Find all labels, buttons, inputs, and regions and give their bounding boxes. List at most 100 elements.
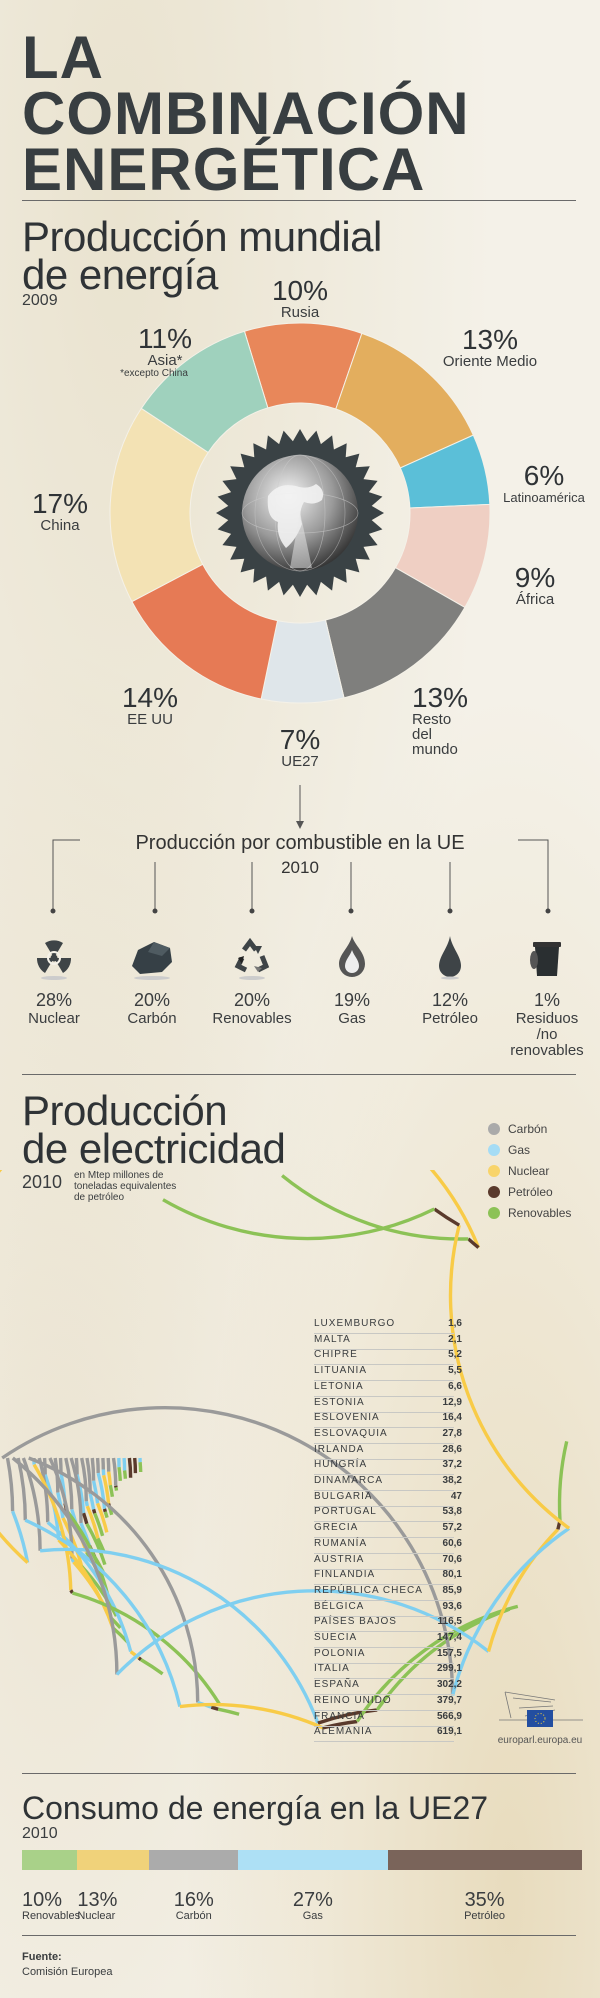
arc-segment	[84, 1501, 89, 1507]
table-row: DINAMARCA 38,2	[314, 1475, 462, 1491]
country-name: LUXEMBURGO	[314, 1318, 396, 1329]
table-row: IRLANDA 28,6	[314, 1443, 462, 1460]
segment-label-ue27: 7% UE27	[279, 724, 321, 770]
arc-segment	[39, 1547, 320, 1724]
table-row: CHIPRE 5,2	[314, 1349, 462, 1366]
arc-segment	[127, 1457, 133, 1478]
country-value: 57,2	[442, 1522, 462, 1534]
table-row: FINLANDIA 80,1	[314, 1569, 462, 1586]
divider	[22, 200, 576, 201]
segment-label-africa: 9% África	[514, 562, 556, 608]
arc-segment	[90, 1457, 96, 1481]
segment-label-asia: 11% Asia* *excepto China	[120, 325, 210, 380]
title-line-3: ENERGÉTICA	[22, 136, 426, 203]
legend-item-nuclear: Nuclear	[488, 1160, 571, 1181]
table-row: AUSTRIA 70,6	[314, 1553, 462, 1570]
arc-segment	[91, 1480, 100, 1504]
legend-item-renovables: Renovables	[488, 1202, 571, 1223]
arc-segment	[28, 1456, 200, 1703]
fuel-item-gas: 19% Gas	[307, 930, 397, 1027]
arc-segment	[217, 1707, 240, 1716]
country-name: ESLOVENIA	[314, 1412, 380, 1424]
europarl-logo: europarl.europa.eu	[490, 1690, 590, 1746]
fuel-item-nuclear: 28% Nuclear	[9, 930, 99, 1027]
consumption-label: 35% Petróleo	[464, 1889, 506, 1922]
trash-bin-icon	[502, 930, 592, 980]
arc-segment	[70, 1557, 76, 1563]
country-value: 5,5	[448, 1365, 462, 1377]
table-row: ALEMANIA 619,1	[314, 1726, 462, 1743]
table-row: ESLOVENIA 16,4	[314, 1412, 462, 1429]
arc-segment	[95, 1457, 100, 1474]
arc-segment	[24, 1518, 182, 1707]
country-value: 12,9	[442, 1396, 462, 1408]
world-donut-chart	[109, 322, 491, 704]
segment-label-rusia: 10% Rusia	[271, 275, 329, 321]
consumption-title: Consumo de energía en la UE27	[22, 1790, 489, 1826]
arc-segment	[64, 1457, 74, 1510]
fuel-section-year: 2010	[281, 858, 319, 877]
fuel-item-carbon: 20% Carbón	[107, 930, 197, 1027]
country-name: GRECIA	[314, 1522, 359, 1534]
arc-segment	[107, 1471, 112, 1486]
country-value: 2,1	[448, 1333, 462, 1345]
arc-segment	[103, 1511, 109, 1519]
consumption-label: 10% Renovables	[22, 1889, 81, 1922]
country-value: 157,5	[436, 1647, 462, 1659]
arc-segment	[85, 1457, 92, 1494]
country-value: 60,6	[442, 1537, 462, 1549]
table-row: BULGARIA 47	[314, 1490, 462, 1507]
segment-label-latinoamerica: 6% Latinoamérica	[503, 460, 585, 506]
country-name: FINLANDIA	[314, 1569, 376, 1581]
country-name: BULGARIA	[314, 1490, 373, 1502]
electricity-section-title: Producción de electricidad	[22, 1090, 286, 1170]
table-row: PORTUGAL 53,8	[314, 1506, 462, 1523]
country-value: 302,2	[436, 1679, 462, 1691]
segment-label-eeuu: 14% EE UU	[121, 682, 179, 728]
arc-segment	[5, 1457, 15, 1512]
arc-segment	[140, 1658, 164, 1676]
country-name: AUSTRIA	[314, 1553, 365, 1565]
world-section-title: Producción mundial de energía	[22, 213, 382, 298]
country-value: 47	[450, 1490, 462, 1502]
country-value: 379,7	[436, 1694, 462, 1706]
country-value: 566,9	[436, 1710, 462, 1722]
title-line-1: LA	[22, 24, 104, 91]
arc-segment	[69, 1457, 83, 1524]
country-name: SUECIA	[314, 1632, 358, 1643]
fuel-item-renovables: 20% Renovables	[207, 930, 297, 1027]
arc-segment	[88, 1493, 96, 1510]
arc-segment	[133, 1457, 138, 1474]
country-name: PORTUGAL	[314, 1506, 377, 1518]
world-title-line-2: de energía	[22, 251, 218, 298]
world-title-line-1: Producción mundial	[22, 213, 382, 260]
main-title: LA COMBINACIÓN ENERGÉTICA	[22, 24, 470, 203]
arc-segment	[322, 1719, 358, 1730]
country-value: 147,4	[436, 1632, 462, 1643]
coal-icon	[107, 930, 197, 980]
arc-segment	[162, 1198, 436, 1241]
country-value: 1,6	[448, 1318, 462, 1329]
country-value: 16,4	[442, 1412, 462, 1424]
country-value: 85,9	[442, 1584, 462, 1596]
consumption-bar-segment	[149, 1850, 239, 1870]
country-name: IRLANDA	[314, 1443, 365, 1455]
country-value: 38,2	[442, 1475, 462, 1486]
country-value: 5,2	[448, 1349, 462, 1361]
arc-segment	[137, 1656, 142, 1661]
country-value: 27,8	[442, 1427, 462, 1439]
fuel-item-residuos: 1% Residuos /no renovables	[502, 930, 592, 1059]
arc-segment	[486, 1528, 560, 1652]
arc-segment	[72, 1591, 221, 1705]
asia-footnote: *excepto China	[120, 368, 188, 379]
consumption-label: 16% Carbón	[173, 1889, 214, 1922]
arc-segment	[91, 1508, 97, 1514]
arc-segment	[16, 1457, 28, 1521]
electricity-year: 2010	[22, 1172, 63, 1192]
arc-segment	[106, 1457, 111, 1472]
source-value: Comisión Europea	[22, 1966, 113, 1978]
country-name: ESLOVAQUIA	[314, 1427, 388, 1439]
arc-segment	[281, 1174, 469, 1241]
table-row: GRECIA 57,2	[314, 1522, 462, 1539]
divider	[22, 1935, 576, 1936]
